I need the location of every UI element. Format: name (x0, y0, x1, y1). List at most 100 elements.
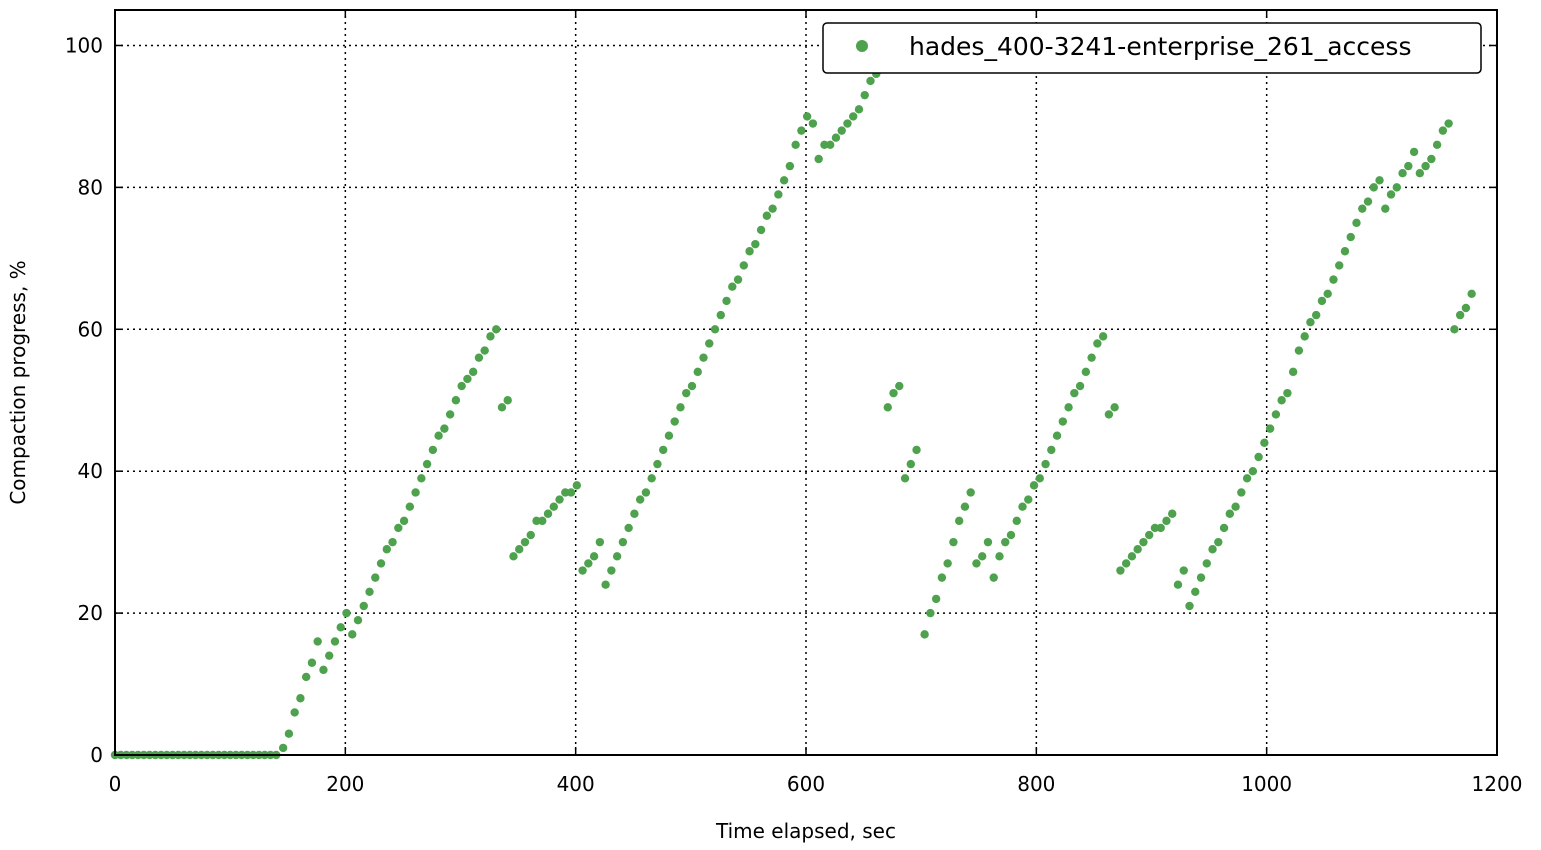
data-point (1237, 488, 1246, 497)
data-point (359, 601, 368, 611)
data-point (607, 566, 616, 575)
data-point (699, 353, 708, 362)
data-point (802, 112, 812, 121)
data-point (1421, 161, 1430, 171)
data-point (515, 545, 524, 554)
data-point (589, 552, 599, 561)
y-tick-label: 60 (78, 317, 103, 341)
y-tick-label: 0 (90, 743, 103, 767)
data-point (1369, 183, 1378, 192)
x-tick-label: 0 (109, 772, 122, 796)
data-point (1335, 261, 1344, 270)
data-point (1185, 601, 1194, 611)
data-point (843, 119, 852, 128)
data-point (1098, 332, 1108, 341)
data-point (808, 119, 818, 128)
x-tick-label: 1200 (1472, 772, 1523, 796)
data-point (937, 573, 947, 582)
data-point (1208, 545, 1217, 554)
data-point (296, 694, 305, 703)
data-point (1271, 410, 1281, 419)
data-point (342, 608, 351, 618)
data-point (989, 573, 998, 582)
data-point (348, 630, 357, 639)
data-point (1047, 445, 1056, 455)
data-point (618, 537, 628, 547)
data-point (480, 346, 489, 355)
data-point (1006, 530, 1016, 540)
data-point (492, 325, 501, 334)
data-point (653, 459, 662, 469)
data-point (972, 559, 981, 568)
data-point (319, 665, 328, 675)
data-point (664, 431, 674, 440)
data-point (1265, 424, 1275, 433)
data-point (912, 445, 921, 455)
data-point (949, 537, 958, 547)
data-points (110, 69, 1476, 760)
data-point (676, 403, 685, 412)
data-point (1248, 466, 1258, 476)
data-point (825, 140, 835, 150)
data-point (1110, 403, 1119, 412)
data-point (520, 537, 530, 547)
data-point (978, 552, 987, 561)
data-point (1041, 459, 1050, 469)
data-point (733, 275, 743, 284)
data-point (1398, 168, 1407, 178)
data-point (1219, 523, 1229, 533)
data-point (739, 261, 749, 270)
data-point (1404, 161, 1413, 171)
data-point (1070, 388, 1079, 398)
data-point (1260, 438, 1269, 448)
x-tick-label: 800 (1017, 772, 1055, 796)
data-point (278, 743, 288, 753)
legend-label: hades_400-3241-enterprise_261_access (909, 32, 1411, 61)
data-point (1202, 559, 1211, 568)
data-point (762, 211, 772, 220)
data-point (866, 76, 875, 86)
data-point (561, 488, 570, 497)
data-point (1225, 509, 1235, 518)
data-point (966, 488, 975, 497)
data-point (1386, 190, 1396, 199)
legend: hades_400-3241-enterprise_261_access (822, 22, 1482, 74)
data-point (612, 552, 622, 561)
data-point (1001, 537, 1010, 547)
data-point (716, 310, 725, 320)
data-point (330, 637, 340, 646)
data-point (670, 417, 679, 426)
data-point (1294, 346, 1304, 355)
tick-labels: 0 200 400 600 800 1000 1200 0 20 40 60 80 100 (65, 33, 1523, 796)
data-point (1438, 126, 1448, 135)
data-point (405, 502, 415, 511)
data-point (1461, 303, 1471, 313)
data-point (474, 353, 484, 362)
data-point (1288, 367, 1298, 377)
data-point (1346, 232, 1355, 242)
data-point (682, 388, 691, 398)
x-tick-label: 200 (326, 772, 364, 796)
data-point (1277, 396, 1286, 405)
data-point (1150, 523, 1160, 533)
x-tick-label: 400 (557, 772, 595, 796)
data-point (1116, 566, 1125, 575)
data-point (549, 502, 558, 511)
data-point (1087, 353, 1096, 362)
data-point (900, 474, 910, 483)
data-point (307, 658, 317, 667)
data-point (837, 126, 846, 135)
data-point (1093, 339, 1102, 348)
data-point (954, 516, 964, 526)
data-point (388, 537, 397, 547)
data-point (1058, 417, 1068, 426)
data-point (1323, 289, 1332, 299)
data-point (1162, 516, 1171, 526)
data-point (785, 161, 795, 171)
data-point (983, 537, 993, 547)
data-point (635, 495, 645, 504)
grid (115, 10, 1497, 755)
data-point (1363, 197, 1373, 206)
data-point (440, 424, 449, 433)
data-point (434, 431, 443, 440)
